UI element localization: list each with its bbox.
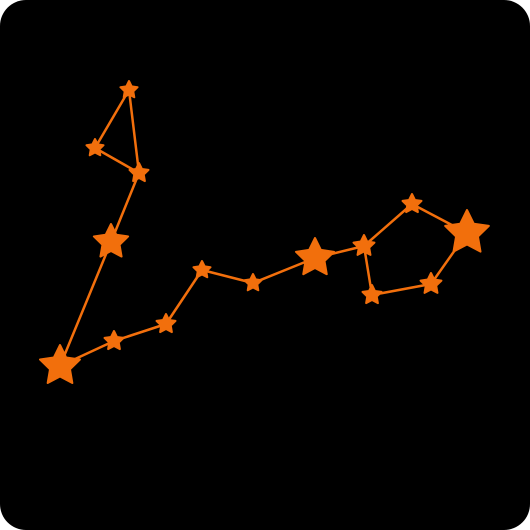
star-icon <box>103 330 125 351</box>
star-icon <box>128 162 150 183</box>
star-icon <box>401 193 423 214</box>
constellation-line <box>362 202 414 248</box>
constellation-stars <box>39 80 490 384</box>
star-icon <box>39 344 81 384</box>
constellation-lines <box>58 88 469 368</box>
star-icon <box>294 237 336 276</box>
star-icon <box>243 273 263 292</box>
constellation-line <box>93 88 131 150</box>
star-icon <box>361 284 383 305</box>
constellation-line <box>370 282 433 297</box>
star-icon <box>444 209 490 253</box>
constellation-line <box>109 171 141 244</box>
star-icon <box>352 234 376 256</box>
star-icon <box>192 260 212 279</box>
star-icon <box>155 313 177 334</box>
constellation-line <box>164 268 204 326</box>
star-icon <box>85 138 105 157</box>
constellation-line <box>58 240 113 368</box>
star-icon <box>92 223 130 258</box>
star-icon <box>119 80 139 99</box>
star-icon <box>419 272 443 294</box>
constellation-line <box>127 88 141 175</box>
